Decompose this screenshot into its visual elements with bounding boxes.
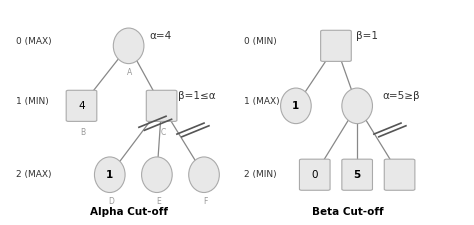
Ellipse shape xyxy=(142,157,172,193)
Text: C: C xyxy=(160,128,165,137)
Text: Alpha Cut-off: Alpha Cut-off xyxy=(90,207,168,217)
FancyBboxPatch shape xyxy=(342,159,373,190)
Text: F: F xyxy=(203,197,208,206)
FancyBboxPatch shape xyxy=(66,90,97,122)
FancyBboxPatch shape xyxy=(320,30,351,61)
Text: β=1≤α: β=1≤α xyxy=(178,91,216,101)
Text: 0 (MIN): 0 (MIN) xyxy=(244,37,277,46)
Text: 1: 1 xyxy=(292,101,300,111)
Text: 0 (MAX): 0 (MAX) xyxy=(16,37,51,46)
FancyBboxPatch shape xyxy=(300,159,330,190)
Text: Beta Cut-off: Beta Cut-off xyxy=(312,207,383,217)
Text: D: D xyxy=(108,197,114,206)
Ellipse shape xyxy=(94,157,125,193)
FancyBboxPatch shape xyxy=(384,159,415,190)
Text: 2 (MAX): 2 (MAX) xyxy=(16,170,51,179)
Text: 5: 5 xyxy=(354,170,361,180)
Text: β=1: β=1 xyxy=(356,31,378,41)
Ellipse shape xyxy=(113,28,144,64)
Text: α=4: α=4 xyxy=(150,31,172,41)
Text: α=5≥β: α=5≥β xyxy=(382,91,420,101)
Text: 0: 0 xyxy=(311,170,318,180)
Ellipse shape xyxy=(342,88,373,124)
FancyBboxPatch shape xyxy=(146,90,177,122)
Text: 1: 1 xyxy=(106,170,113,180)
Text: 2 (MIN): 2 (MIN) xyxy=(244,170,277,179)
Text: E: E xyxy=(156,197,161,206)
Ellipse shape xyxy=(189,157,219,193)
Text: A: A xyxy=(128,68,133,77)
Text: 1 (MIN): 1 (MIN) xyxy=(16,97,48,106)
Text: B: B xyxy=(81,128,85,137)
Ellipse shape xyxy=(281,88,311,124)
Text: 1 (MAX): 1 (MAX) xyxy=(244,97,280,106)
Text: 4: 4 xyxy=(78,101,85,111)
